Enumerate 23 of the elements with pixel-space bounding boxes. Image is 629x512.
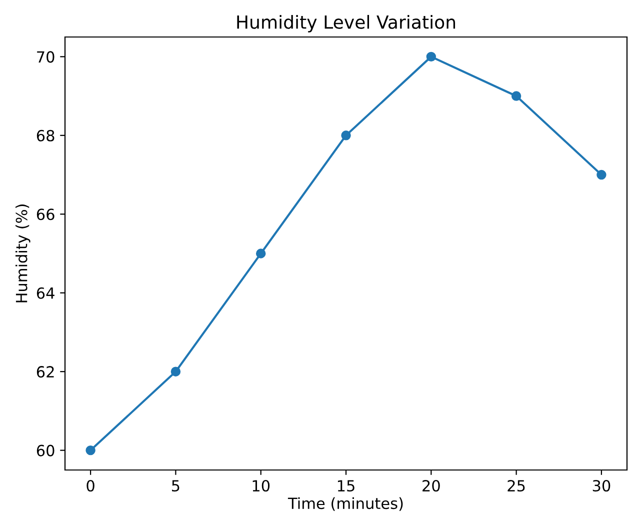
x-tick-label: 5 bbox=[172, 480, 180, 492]
y-tick-label: 70 bbox=[37, 51, 54, 63]
y-axis-title: Humidity (%) bbox=[15, 204, 30, 302]
x-tick-label: 25 bbox=[508, 480, 525, 492]
chart-title: Humidity Level Variation bbox=[237, 14, 456, 32]
point bbox=[170, 366, 181, 376]
point bbox=[426, 52, 436, 62]
point bbox=[596, 170, 606, 180]
x-tick-label: 20 bbox=[422, 480, 440, 492]
y-tick-label: 66 bbox=[36, 208, 54, 220]
y-tick-label: 60 bbox=[36, 444, 54, 456]
point bbox=[341, 130, 351, 140]
x-tick-label: 0 bbox=[86, 480, 94, 492]
point bbox=[256, 248, 266, 258]
y-tick-label: 64 bbox=[36, 287, 54, 299]
point bbox=[86, 445, 96, 456]
x-tick-label: 15 bbox=[338, 480, 354, 492]
x-tick-label: 10 bbox=[252, 480, 270, 492]
y-tick-label: 68 bbox=[36, 130, 54, 142]
x-tick-label: 30 bbox=[592, 480, 610, 492]
point bbox=[511, 91, 522, 101]
y-tick-label: 62 bbox=[36, 366, 54, 378]
x-axis-title: Time (minutes) bbox=[288, 497, 403, 511]
